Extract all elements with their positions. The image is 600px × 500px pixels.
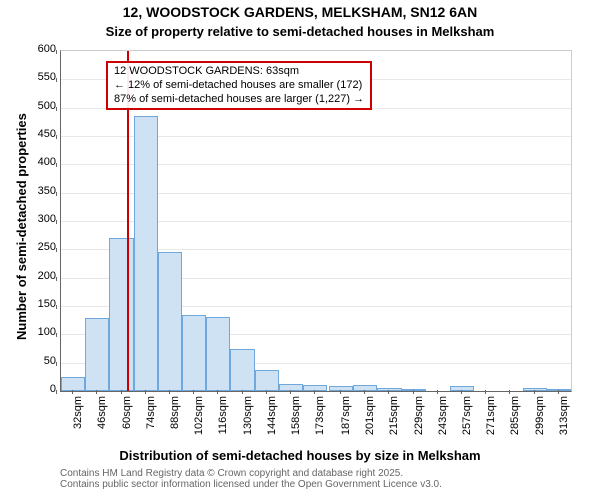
histogram-bar (303, 385, 327, 391)
x-tick-label: 144sqm (266, 396, 278, 446)
y-tick-label: 250 (26, 241, 56, 253)
y-tick-mark (56, 362, 57, 366)
y-tick-label: 50 (26, 355, 56, 367)
x-tick-label: 215sqm (388, 396, 400, 446)
histogram-bar (279, 384, 303, 391)
x-tick-label: 229sqm (413, 396, 425, 446)
x-tick-mark (413, 390, 414, 394)
x-tick-mark (509, 390, 510, 394)
y-tick-mark (56, 333, 57, 337)
y-tick-label: 600 (26, 43, 56, 55)
y-tick-mark (56, 135, 57, 139)
chart-container: 12, WOODSTOCK GARDENS, MELKSHAM, SN12 6A… (0, 0, 600, 500)
x-tick-mark (437, 390, 438, 394)
x-tick-mark (461, 390, 462, 394)
x-tick-label: 130sqm (242, 396, 254, 446)
y-tick-mark (56, 163, 57, 167)
y-tick-label: 300 (26, 213, 56, 225)
x-tick-mark (534, 390, 535, 394)
y-tick-mark (56, 390, 57, 394)
x-tick-label: 201sqm (364, 396, 376, 446)
footer-line2: Contains public sector information licen… (60, 479, 442, 490)
x-tick-label: 46sqm (96, 396, 108, 446)
x-tick-label: 60sqm (121, 396, 133, 446)
y-tick-mark (56, 78, 57, 82)
histogram-bar (85, 318, 109, 391)
x-tick-mark (558, 390, 559, 394)
x-tick-label: 173sqm (314, 396, 326, 446)
plot-area: 12 WOODSTOCK GARDENS: 63sqm ← 12% of sem… (60, 50, 572, 392)
callout-line3: 87% of semi-detached houses are larger (… (114, 93, 364, 107)
x-tick-label: 299sqm (534, 396, 546, 446)
histogram-bar (109, 238, 133, 391)
y-tick-label: 100 (26, 326, 56, 338)
y-tick-mark (56, 248, 57, 252)
x-tick-mark (290, 390, 291, 394)
x-tick-label: 102sqm (193, 396, 205, 446)
y-tick-label: 0 (26, 383, 56, 395)
footer: Contains HM Land Registry data © Crown c… (60, 468, 442, 490)
x-tick-mark (314, 390, 315, 394)
histogram-bar (134, 116, 158, 391)
callout-box: 12 WOODSTOCK GARDENS: 63sqm ← 12% of sem… (106, 61, 372, 110)
histogram-bar (182, 315, 206, 392)
histogram-bar (230, 349, 254, 392)
x-tick-label: 243sqm (437, 396, 449, 446)
x-tick-mark (340, 390, 341, 394)
x-tick-label: 32sqm (72, 396, 84, 446)
x-tick-mark (242, 390, 243, 394)
y-tick-label: 550 (26, 71, 56, 83)
x-tick-label: 271sqm (485, 396, 497, 446)
callout-line1: 12 WOODSTOCK GARDENS: 63sqm (114, 65, 364, 79)
y-tick-label: 350 (26, 185, 56, 197)
y-tick-mark (56, 305, 57, 309)
histogram-bar (255, 370, 279, 391)
x-tick-mark (364, 390, 365, 394)
y-tick-label: 450 (26, 128, 56, 140)
x-tick-label: 187sqm (340, 396, 352, 446)
chart-subtitle: Size of property relative to semi-detach… (0, 24, 600, 39)
footer-line1: Contains HM Land Registry data © Crown c… (60, 468, 442, 479)
x-axis-label: Distribution of semi-detached houses by … (0, 448, 600, 463)
histogram-bar (158, 252, 182, 391)
histogram-bar (206, 317, 230, 391)
x-tick-label: 116sqm (217, 396, 229, 446)
x-tick-label: 285sqm (509, 396, 521, 446)
y-tick-mark (56, 192, 57, 196)
chart-title: 12, WOODSTOCK GARDENS, MELKSHAM, SN12 6A… (0, 4, 600, 20)
x-tick-label: 158sqm (290, 396, 302, 446)
x-tick-mark (96, 390, 97, 394)
y-tick-mark (56, 107, 57, 111)
histogram-bar (61, 377, 85, 391)
y-tick-mark (56, 50, 57, 54)
x-tick-label: 257sqm (461, 396, 473, 446)
x-tick-mark (485, 390, 486, 394)
x-tick-label: 313sqm (558, 396, 570, 446)
y-tick-label: 200 (26, 270, 56, 282)
x-tick-mark (388, 390, 389, 394)
y-tick-label: 150 (26, 298, 56, 310)
x-tick-mark (266, 390, 267, 394)
y-tick-label: 500 (26, 100, 56, 112)
y-tick-mark (56, 220, 57, 224)
callout-line2: ← 12% of semi-detached houses are smalle… (114, 79, 364, 93)
x-tick-mark (217, 390, 218, 394)
x-tick-mark (193, 390, 194, 394)
x-tick-mark (72, 390, 73, 394)
y-tick-mark (56, 277, 57, 281)
x-tick-label: 88sqm (169, 396, 181, 446)
x-tick-label: 74sqm (145, 396, 157, 446)
x-tick-mark (145, 390, 146, 394)
x-tick-mark (169, 390, 170, 394)
x-tick-mark (121, 390, 122, 394)
y-tick-label: 400 (26, 156, 56, 168)
